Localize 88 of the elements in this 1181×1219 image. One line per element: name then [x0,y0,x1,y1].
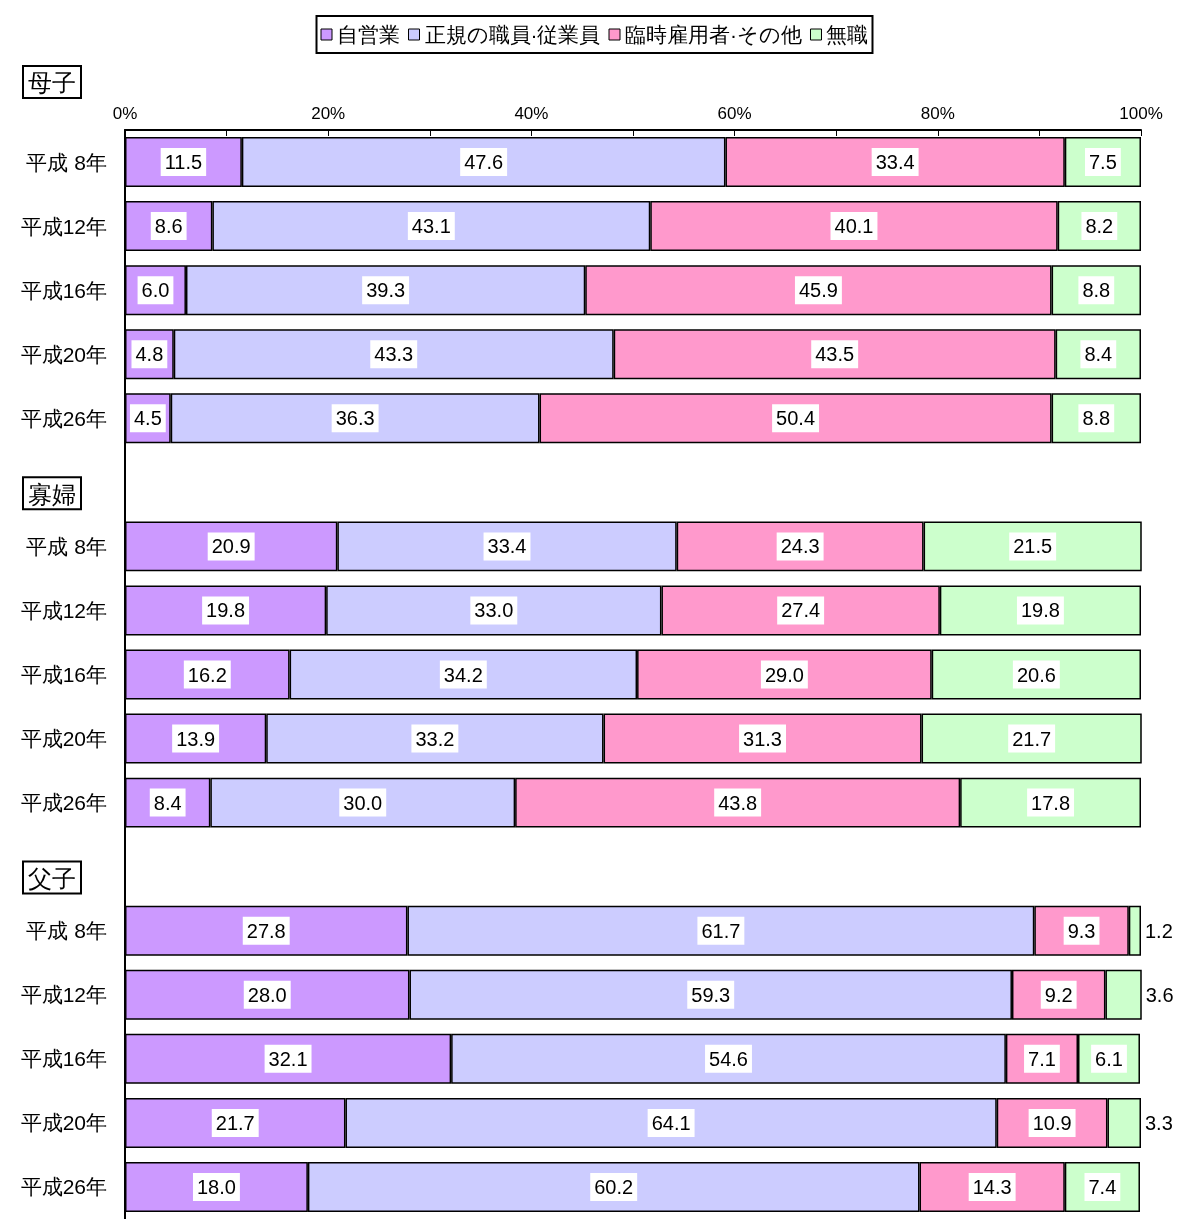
data-label: 33.4 [875,151,915,174]
data-label: 43.5 [815,343,855,366]
data-label: 34.2 [443,663,483,686]
y-tick-label: 平成16年 [20,663,107,686]
data-label: 40.1 [834,215,874,238]
data-label: 6.0 [141,279,170,302]
data-label: 21.7 [215,1111,255,1134]
data-label: 9.2 [1044,983,1073,1006]
y-tick-label: 平成26年 [20,406,107,430]
y-tick-label: 平成16年 [20,278,107,302]
data-label: 60.2 [594,1175,634,1198]
data-label: 27.4 [781,599,821,622]
y-tick-label: 平成 8年 [26,150,107,174]
data-label: 17.8 [1031,791,1071,814]
x-tick-label: 0% [112,104,138,123]
data-label: 47.6 [464,151,504,174]
legend-label: 無職 [826,23,869,46]
data-label: 19.8 [1020,599,1060,622]
data-label: 1.2 [1145,919,1173,942]
data-label: 16.2 [187,663,227,686]
data-label: 10.9 [1032,1111,1072,1134]
data-label: 43.1 [411,215,451,238]
data-label: 6.1 [1095,1047,1123,1070]
x-tick-label: 80% [920,104,955,123]
x-tick-label: 20% [311,104,346,123]
data-label: 4.5 [133,407,162,430]
text: 父子 [28,864,76,892]
data-label: 8.8 [1082,279,1111,302]
y-tick-label: 平成12年 [20,983,107,1007]
data-label: 59.3 [691,983,731,1006]
data-label: 29.0 [764,663,804,686]
data-label: 43.8 [718,791,758,814]
x-tick-label: 60% [717,104,752,123]
data-label: 8.8 [1082,407,1111,430]
data-label: 61.7 [701,919,741,942]
data-label: 11.5 [164,151,203,174]
legend-label: 正規の職員·従業員 [424,23,601,46]
data-label: 8.4 [1084,343,1113,366]
data-label: 8.4 [153,791,182,814]
data-label: 21.5 [1013,535,1053,558]
data-label: 28.0 [247,983,287,1006]
data-label: 32.1 [268,1047,308,1070]
legend-label: 自営業 [337,23,401,46]
y-tick-label: 平成12年 [20,214,107,238]
legend-label: 臨時雇用者·その他 [625,23,802,46]
y-tick-label: 平成26年 [20,1175,107,1199]
data-label: 50.4 [776,407,816,430]
data-label: 3.6 [1145,983,1174,1006]
x-tick-label: 100% [1119,104,1163,123]
text: 母子 [28,69,76,97]
y-tick-label: 平成 8年 [26,534,107,558]
data-label: 4.8 [135,343,164,366]
data-label: 20.6 [1016,663,1056,686]
data-label: 19.8 [206,599,246,622]
y-tick-label: 平成20年 [20,727,107,751]
data-label: 7.1 [1028,1047,1056,1070]
data-label: 33.0 [474,599,514,622]
data-label: 24.3 [780,535,820,558]
data-label: 45.9 [798,279,838,302]
data-label: 14.3 [972,1175,1012,1198]
y-tick-label: 平成20年 [20,342,107,366]
x-tick-label: 40% [514,104,549,123]
data-label: 9.3 [1067,919,1096,942]
data-label: 3.3 [1145,1111,1173,1134]
y-tick-label: 平成 8年 [26,919,107,943]
data-label: 64.1 [651,1111,691,1134]
data-label: 13.9 [176,727,216,750]
data-label: 54.6 [709,1047,748,1070]
data-label: 33.4 [487,535,527,558]
data-label: 7.5 [1088,151,1117,174]
text: 寡婦 [28,480,76,508]
data-label: 36.3 [335,407,375,430]
y-tick-label: 平成26年 [20,791,107,815]
y-tick-label: 平成16年 [20,1047,107,1071]
data-label: 7.4 [1088,1175,1117,1198]
data-label: 18.0 [196,1175,236,1198]
data-label: 8.2 [1085,215,1114,238]
data-label: 27.8 [246,919,286,942]
data-label: 8.6 [154,215,183,238]
data-label: 20.9 [211,535,251,558]
y-tick-label: 平成12年 [20,598,107,622]
data-label: 43.3 [374,343,414,366]
y-tick-label: 平成20年 [20,1111,107,1135]
data-label: 21.7 [1012,727,1052,750]
data-label: 30.0 [343,791,383,814]
data-label: 39.3 [366,279,406,302]
data-label: 31.3 [743,727,783,750]
data-label: 33.2 [415,727,455,750]
